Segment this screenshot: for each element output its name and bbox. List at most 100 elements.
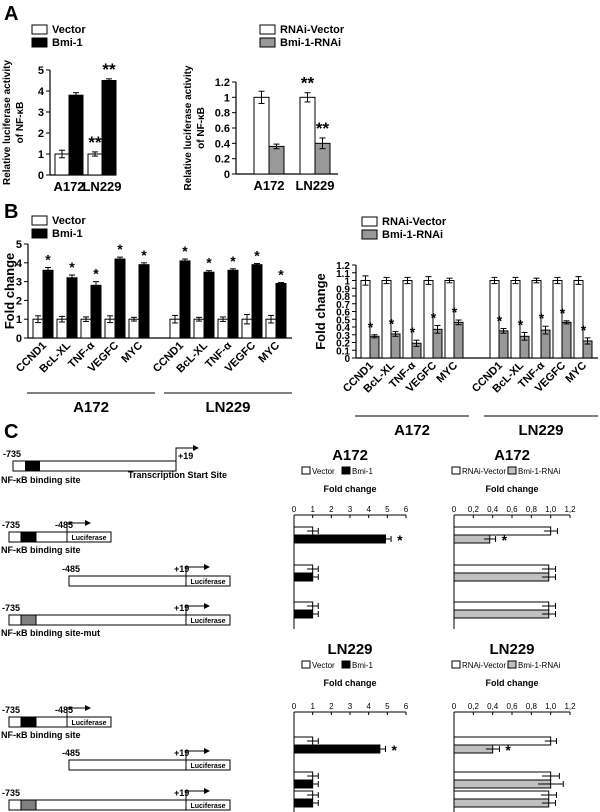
c-ln229-rnai-legend-swatch-1 [507, 660, 517, 669]
b-left-category: MYC [256, 340, 282, 366]
bottom-c2-tss-arrowhead [204, 748, 210, 754]
b-right-group-label: A172 [394, 422, 430, 439]
b-right-legend-swatch-0 [361, 216, 378, 227]
b-right-annotation: * [539, 310, 545, 326]
b-right-bar [498, 330, 509, 359]
a-right-ytick-label: 1.2 [215, 77, 230, 89]
a-right-legend-swatch-1 [259, 37, 276, 48]
bottom-c1-binding-box [20, 716, 37, 728]
b-right-ytick-label: 0.2 [336, 339, 350, 350]
c-a172-bmi1-xtick-label: 3 [348, 505, 353, 514]
c-a172-rnai-legend-swatch-1 [507, 466, 517, 475]
b-left-annotation: * [117, 241, 123, 257]
b-left-legend-swatch-0 [31, 215, 48, 226]
a-left-legend-label-0: Vector [52, 24, 86, 36]
a-right-legend-label-0: RNAi-Vector [280, 24, 345, 36]
bottom-c2-left-coord: -485 [62, 748, 80, 758]
b-right-ytick-label: 1.2 [336, 261, 350, 272]
c-ln229-bmi1-bar [293, 744, 381, 754]
a-left-bar [87, 153, 103, 176]
c-a172-rnai-xtick-label: 0,2 [468, 505, 480, 514]
c-ln229-rnai-xtick-label: 1,2 [564, 702, 576, 711]
bottom-c1-luciferase-label: Luciferase [71, 720, 106, 727]
b-left-bar [138, 264, 150, 339]
b-right-category: MYC [563, 360, 589, 386]
bottom-c1-right-coord: -485 [55, 705, 73, 715]
b-right-ytick-label: 0.4 [336, 323, 350, 334]
bottom-c2-luciferase-box [185, 759, 231, 771]
top-c3-luciferase-label: Luciferase [190, 618, 225, 625]
a-left-ytick-label: 2 [38, 128, 44, 140]
top-c3-binding-box [20, 614, 37, 626]
b-right-bar [561, 321, 572, 359]
top-c3-tss-arrow [185, 605, 204, 615]
a-left-ytick-label: 4 [38, 86, 45, 98]
panel-label-b: B [4, 201, 18, 223]
c-ln229-rnai-bar [453, 736, 552, 746]
b-left-ytick-label: 0 [16, 333, 22, 345]
a-left-ytick-label: 3 [38, 107, 44, 119]
a-right-ylabel: Relative luciferase activity of NF-κB [183, 65, 207, 191]
full-left-coord: -735 [3, 449, 21, 459]
c-a172-rnai-legend-label-0: RNAi-Vector [462, 467, 506, 476]
top-c1-binding-box [20, 531, 37, 543]
bottom-c3-tss-arrowhead [204, 788, 210, 794]
c-ln229-rnai-bar [453, 771, 552, 781]
c-a172-rnai-legend-label-1: Bmi-1-RNAi [518, 467, 560, 476]
a-right-ytick-label: 0.2 [215, 154, 230, 166]
panel-label-a: A [4, 3, 18, 25]
top-c3-tss-arrowhead [204, 603, 210, 609]
a-right-legend-swatch-0 [259, 24, 276, 35]
b-right-ytick-label: 0.7 [336, 300, 350, 311]
b-left-group-label: A172 [73, 399, 109, 416]
b-left-legend-label-1: Bmi-1 [52, 228, 83, 240]
c-a172-rnai-xlabel: Fold change [485, 484, 538, 494]
b-left-ylabel: Fold change [2, 253, 17, 330]
c-ln229-bmi1-xtick-label: 5 [385, 702, 390, 711]
a-left-bar [68, 94, 84, 176]
b-left-ytick-label: 4 [16, 258, 23, 270]
full-right-coord: +19 [178, 451, 193, 461]
bottom-c3-left-coord: -735 [2, 788, 20, 798]
c-ln229-rnai-xtick-label: 0,6 [506, 702, 518, 711]
b-right-ylabel: Fold change [313, 273, 328, 350]
a-left-annotation: ** [102, 60, 116, 79]
b-right-annotation: * [452, 304, 458, 320]
b-right-category: MYC [434, 360, 460, 386]
c-ln229-rnai-annotation: * [505, 742, 511, 758]
c-a172-rnai-bar [453, 601, 550, 611]
c-ln229-bmi1-xtick-label: 1 [310, 702, 315, 711]
c-ln229-bmi1-legend-swatch-1 [341, 660, 351, 669]
c-a172-bmi1-xtick-label: 1 [310, 505, 315, 514]
a-left-ytick-label: 0 [38, 170, 44, 182]
top-c1-luciferase-label: Luciferase [71, 535, 106, 542]
panel-label-c: C [4, 421, 18, 443]
c-a172-bmi1-xlabel: Fold change [323, 484, 376, 494]
b-left-bar [193, 318, 205, 339]
a-left-ylabel: Relative luciferase activity of NF-κB [2, 60, 26, 186]
b-right-ytick-label: 1.1 [336, 269, 350, 280]
a-left-ytick-label: 5 [38, 65, 44, 77]
c-ln229-bmi1-title: LN229 [327, 641, 372, 658]
a-left-annotation: ** [88, 133, 102, 152]
c-a172-bmi1-legend-swatch-0 [301, 466, 311, 475]
b-left-bar [203, 271, 215, 339]
a-right-legend-label-1: Bmi-1-RNAi [280, 37, 341, 49]
a-right-bar [253, 96, 270, 175]
c-a172-rnai-bar [453, 609, 550, 619]
c-a172-rnai-bar [453, 564, 550, 574]
a-right-ytick-label: 1 [224, 92, 230, 104]
b-left-annotation: * [278, 267, 284, 283]
c-a172-bmi1-legend-label-0: Vector [312, 467, 335, 476]
c-ln229-rnai-title: LN229 [489, 641, 534, 658]
a-right-ytick-label: 0.6 [215, 123, 230, 135]
full-promoter [12, 460, 177, 472]
full-tss-label: Transcription Start Site [128, 470, 227, 480]
c-ln229-rnai-legend-swatch-0 [451, 660, 461, 669]
a-left-ytick-label: 1 [38, 149, 44, 161]
a-right-category: A172 [253, 178, 284, 193]
b-left-annotation: * [45, 252, 51, 268]
top-c1-tss-arrow [66, 522, 85, 532]
a-right-ytick-label: 0.8 [215, 108, 230, 120]
b-left-annotation: * [254, 248, 260, 264]
